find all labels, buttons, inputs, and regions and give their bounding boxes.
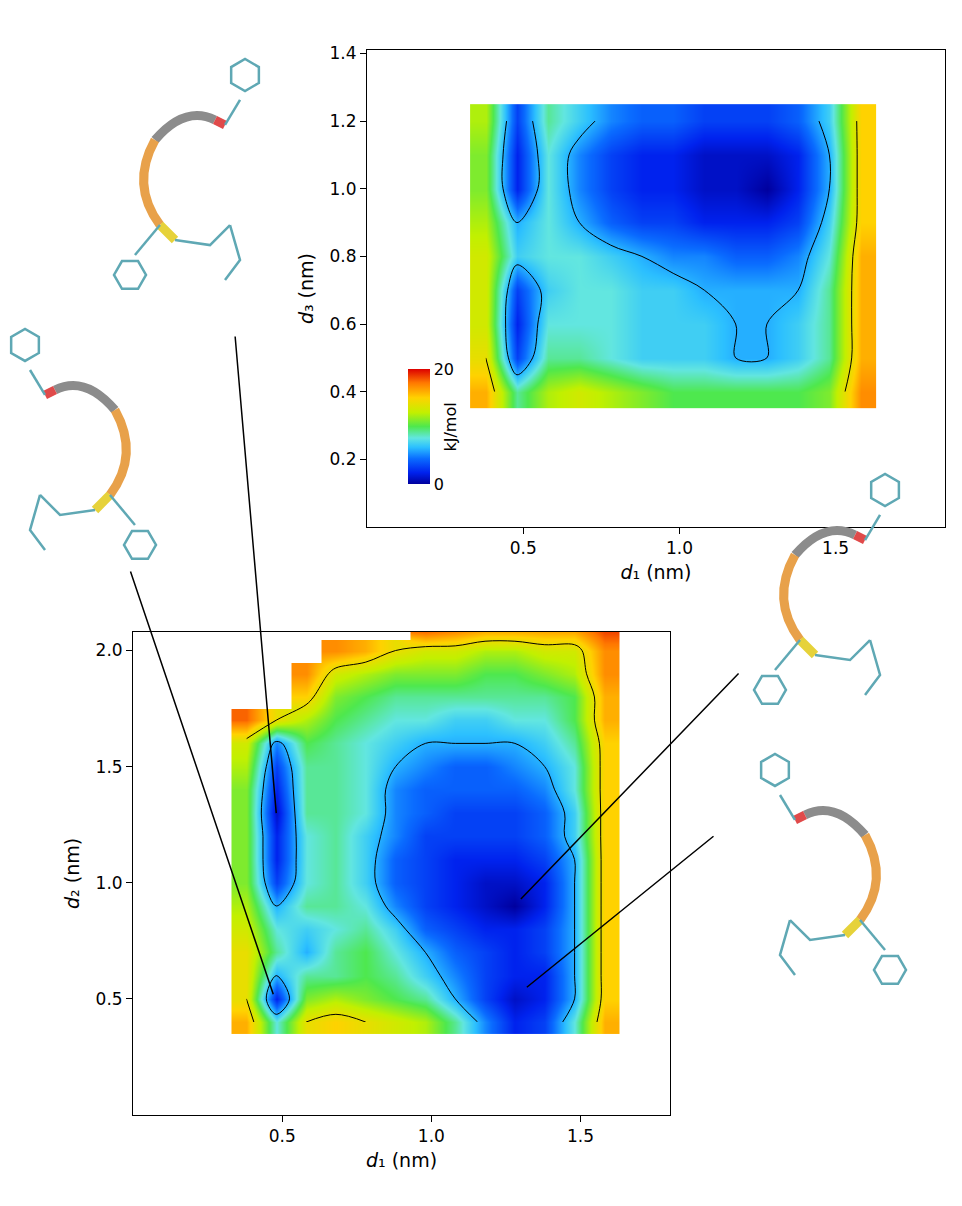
svg-text:d₂ (nm): d₂ (nm) bbox=[61, 838, 83, 909]
svg-text:kJ/mol: kJ/mol bbox=[441, 402, 460, 451]
svg-text:1.0: 1.0 bbox=[330, 179, 357, 199]
svg-text:1.4: 1.4 bbox=[330, 43, 357, 63]
svg-text:1.0: 1.0 bbox=[418, 1126, 445, 1146]
svg-text:1.5: 1.5 bbox=[567, 1126, 594, 1146]
svg-text:1.0: 1.0 bbox=[96, 873, 123, 893]
svg-text:0.5: 0.5 bbox=[96, 989, 123, 1009]
svg-text:d₃ (nm): d₃ (nm) bbox=[295, 253, 317, 324]
svg-text:1.5: 1.5 bbox=[822, 538, 849, 558]
svg-text:0.2: 0.2 bbox=[330, 449, 357, 469]
svg-text:d₁ (nm): d₁ (nm) bbox=[620, 561, 691, 583]
svg-text:0.6: 0.6 bbox=[330, 314, 357, 334]
svg-text:0.5: 0.5 bbox=[269, 1126, 296, 1146]
svg-text:2.0: 2.0 bbox=[96, 640, 123, 660]
svg-text:0: 0 bbox=[434, 475, 444, 494]
svg-text:d₁ (nm): d₁ (nm) bbox=[366, 1149, 437, 1171]
svg-text:1.5: 1.5 bbox=[96, 757, 123, 777]
svg-text:0.4: 0.4 bbox=[330, 382, 357, 402]
svg-text:20: 20 bbox=[434, 360, 454, 379]
svg-text:0.8: 0.8 bbox=[330, 246, 357, 266]
svg-text:1.2: 1.2 bbox=[330, 111, 357, 131]
svg-text:0.5: 0.5 bbox=[510, 538, 537, 558]
svg-text:1.0: 1.0 bbox=[666, 538, 693, 558]
